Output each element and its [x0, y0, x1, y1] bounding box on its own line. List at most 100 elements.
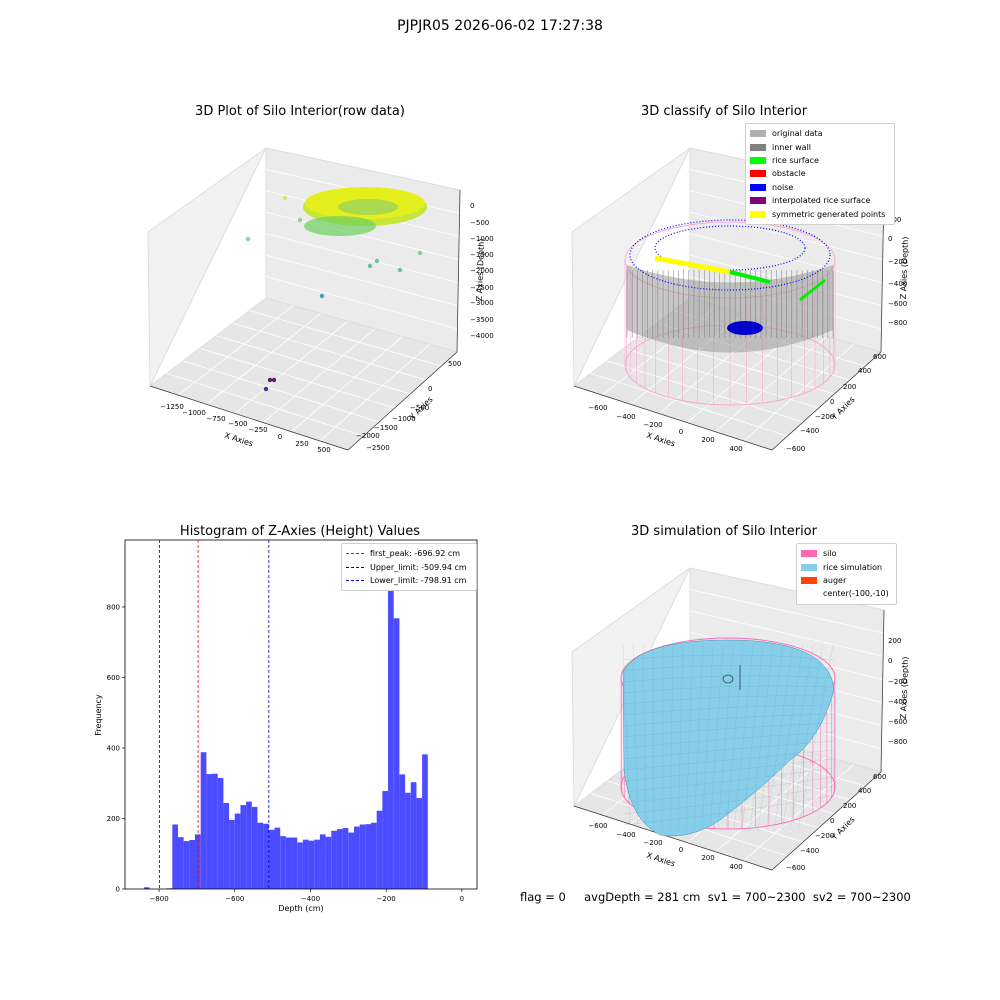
histogram-bar — [274, 827, 281, 889]
figure-title: PJPJR05 2026-06-02 17:27:38 — [397, 18, 603, 34]
x-axis-label: Depth (cm) — [278, 904, 323, 913]
x-tick-label: −250 — [248, 426, 267, 434]
legend-label: original data — [772, 129, 823, 139]
y-tick-label: 500 — [448, 360, 461, 368]
grid-line — [607, 360, 804, 423]
x-tick-label: −600 — [588, 822, 607, 830]
histogram-bar — [342, 828, 349, 889]
data-point — [417, 250, 423, 256]
x-tick-label: −400 — [616, 831, 635, 839]
grid-line — [715, 336, 827, 433]
x-tick-label: 0 — [679, 428, 683, 436]
z-tick-label: −200 — [888, 258, 907, 266]
histogram-bar — [206, 774, 213, 889]
rice-surface — [729, 270, 771, 284]
legend-swatch — [750, 156, 766, 164]
x-tick-label: −500 — [228, 420, 247, 428]
grid-line — [234, 320, 349, 414]
mesh-line — [709, 644, 724, 831]
y-axis-line — [347, 351, 458, 451]
grid-line — [265, 254, 458, 307]
z-tick-label: −3000 — [470, 299, 494, 307]
histogram-bar — [246, 801, 252, 889]
z-tick-label: −3500 — [470, 316, 494, 324]
z-axis-label: Z Axies (Depth) — [899, 656, 910, 719]
mesh-line — [693, 644, 704, 831]
mesh-line — [622, 776, 835, 804]
legend-item: original data — [750, 127, 890, 140]
mesh-line — [622, 731, 835, 749]
z-axis-line — [456, 189, 461, 353]
histogram-bar — [217, 777, 224, 889]
x-tick-label: −750 — [206, 415, 225, 423]
z-tick-label: −600 — [888, 300, 907, 308]
histogram-bar — [325, 836, 332, 889]
legend-label: Upper_limit: -509.94 cm — [370, 562, 467, 572]
legend-label: obstacle — [772, 169, 806, 179]
mesh-line — [685, 644, 694, 831]
y-axis-line — [771, 351, 882, 451]
y-tick-label: −2500 — [366, 444, 390, 452]
grid-line — [743, 763, 854, 862]
z-tick-label: −1500 — [470, 251, 494, 259]
mesh-line — [622, 749, 835, 771]
z-axis-line — [880, 609, 885, 773]
z-tick-label: 0 — [888, 657, 892, 665]
x-tick-label: −600 — [225, 895, 244, 903]
mesh-line — [789, 644, 824, 831]
grid-line — [623, 347, 819, 409]
mesh-line — [622, 713, 835, 727]
legend-label: inner wall — [772, 142, 812, 152]
legend-item: center(-100,-10) — [801, 587, 892, 600]
data-point — [245, 236, 251, 242]
x-tick-label: −1250 — [160, 403, 184, 411]
x-axis-line — [573, 805, 773, 871]
grid-line — [166, 373, 364, 437]
y-tick-label: −2000 — [356, 432, 380, 440]
y-tick-label: −600 — [786, 445, 805, 453]
legend-item: interpolated rice surface — [750, 194, 890, 207]
grid-line — [216, 335, 411, 395]
histogram-bar — [382, 790, 389, 889]
grid-line — [199, 347, 395, 409]
grid-line — [743, 343, 854, 442]
histogram-bar — [422, 754, 428, 889]
x-tick-label: −400 — [616, 413, 635, 421]
legend-item: auger — [801, 574, 892, 587]
rice-surface — [622, 639, 835, 837]
x-tick-label: 0 — [460, 895, 464, 903]
x-axis-label: X Axies — [645, 851, 676, 869]
data-point — [282, 195, 288, 201]
x-tick-label: 200 — [701, 854, 714, 862]
legend-line — [346, 566, 364, 568]
grid-line — [265, 276, 458, 330]
histogram-bar — [263, 823, 269, 889]
torus-hole — [338, 199, 398, 215]
y-tick-label: −1000 — [392, 415, 416, 423]
x-tick-label: 0 — [679, 846, 683, 854]
x-axis-label: X Axies — [645, 431, 676, 449]
mesh-line — [622, 654, 835, 661]
y-tick-label: 200 — [107, 815, 120, 823]
x-tick-label: −600 — [588, 404, 607, 412]
legend-swatch — [801, 550, 817, 558]
status-footer: flag = 0 avgDepth = 281 cm sv1 = 700~230… — [520, 890, 911, 904]
legend-label: interpolated rice surface — [772, 196, 871, 206]
legend-swatch — [750, 210, 766, 218]
legend-swatch — [750, 143, 766, 151]
histogram-bar — [177, 837, 184, 889]
data-point — [297, 217, 303, 223]
legend-item: silo — [801, 547, 892, 560]
y-axis-line — [771, 771, 882, 871]
mesh-line — [642, 644, 647, 831]
x-axis-line — [149, 385, 349, 451]
grid-line — [319, 343, 430, 442]
mesh-line — [701, 644, 714, 831]
legend-item: rice surface — [750, 154, 890, 167]
mesh-line — [622, 665, 835, 672]
y-tick-label: −600 — [786, 864, 805, 872]
legend-label: rice simulation — [823, 562, 883, 572]
mesh-line — [781, 644, 814, 831]
mesh-line — [622, 740, 835, 760]
